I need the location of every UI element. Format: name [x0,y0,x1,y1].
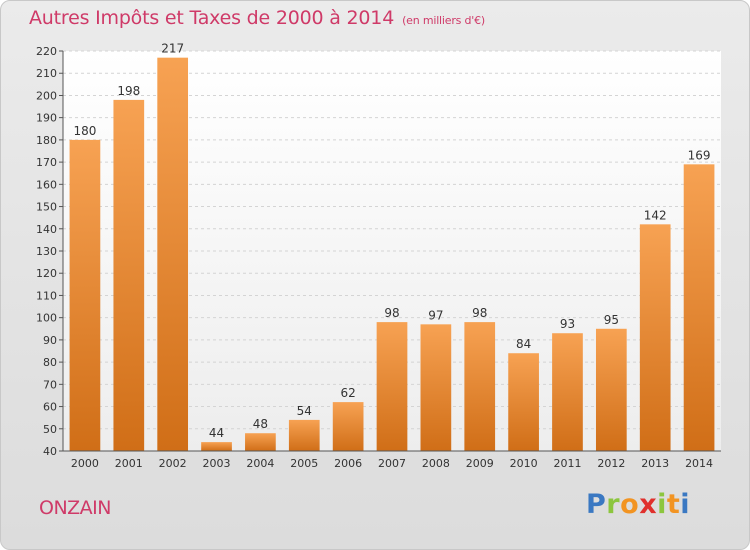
y-tick-label: 170 [36,156,57,169]
y-tick-label: 120 [36,267,57,280]
bar-value-label: 169 [688,148,711,162]
y-tick-label: 90 [43,334,57,347]
bar [288,419,320,451]
y-tick-label: 210 [36,67,57,80]
x-tick-label: 2009 [466,457,494,470]
bar-value-label: 180 [73,124,96,138]
y-tick-label: 70 [43,378,57,391]
logo-letter: i [657,489,667,520]
x-tick-label: 2008 [422,457,450,470]
bar [683,164,715,452]
x-tick-label: 2001 [115,457,143,470]
y-tick-label: 180 [36,134,57,147]
logo-letter: P [586,489,607,520]
bar-value-label: 95 [604,313,619,327]
bar-value-label: 84 [516,337,531,351]
bar-value-label: 44 [209,426,224,440]
x-tick-label: 2002 [159,457,187,470]
bar [376,322,408,451]
x-tick-label: 2003 [203,457,231,470]
x-tick-label: 2007 [378,457,406,470]
y-tick-label: 40 [43,445,57,458]
bar-value-label: 62 [340,386,355,400]
commune-name: ONZAIN [39,497,112,519]
y-tick-label: 200 [36,89,57,102]
bar-value-label: 54 [297,404,312,418]
x-tick-label: 2012 [597,457,625,470]
bar-value-label: 98 [472,306,487,320]
chart-subtitle: (en milliers d'€) [402,14,485,27]
x-tick-label: 2004 [246,457,274,470]
bar-value-label: 98 [384,306,399,320]
y-tick-label: 190 [36,112,57,125]
bar [420,324,452,451]
y-tick-label: 130 [36,245,57,258]
bar [332,402,364,451]
y-tick-label: 100 [36,312,57,325]
y-tick-label: 220 [36,45,57,58]
proxiti-logo: Proxiti [586,489,690,520]
x-tick-label: 2013 [641,457,669,470]
bar [639,224,671,451]
bar-value-label: 97 [428,308,443,322]
bar-value-label: 217 [161,42,184,56]
bar-value-label: 93 [560,317,575,331]
x-tick-label: 2010 [510,457,538,470]
logo-letter: o [620,489,640,520]
y-tick-label: 80 [43,356,57,369]
y-tick-label: 50 [43,423,57,436]
logo-letter: x [639,489,658,520]
x-tick-label: 2014 [685,457,713,470]
logo-letter: t [666,489,681,520]
bar [157,57,189,452]
bar [595,328,627,451]
y-tick-label: 150 [36,201,57,214]
chart-title: Autres Impôts et Taxes de 2000 à 2014 (en… [29,7,485,29]
x-tick-label: 2011 [553,457,581,470]
bar [464,322,496,451]
x-tick-label: 2005 [290,457,318,470]
y-tick-label: 60 [43,401,57,414]
logo-letter: r [606,489,621,520]
bar [69,139,101,451]
x-tick-label: 2000 [71,457,99,470]
x-tick-label: 2006 [334,457,362,470]
bar [552,333,583,451]
bar-value-label: 142 [644,208,667,222]
y-tick-label: 160 [36,178,57,191]
chart-title-text: Autres Impôts et Taxes de 2000 à 2014 [29,7,395,29]
bar [508,353,539,451]
y-tick-label: 140 [36,223,57,236]
logo-letter: i [680,489,691,520]
bar-value-label: 48 [253,417,268,431]
bar [201,442,232,451]
bar-value-label: 198 [117,84,140,98]
y-tick-label: 110 [36,289,57,302]
bar [245,433,276,451]
bar [113,99,145,451]
